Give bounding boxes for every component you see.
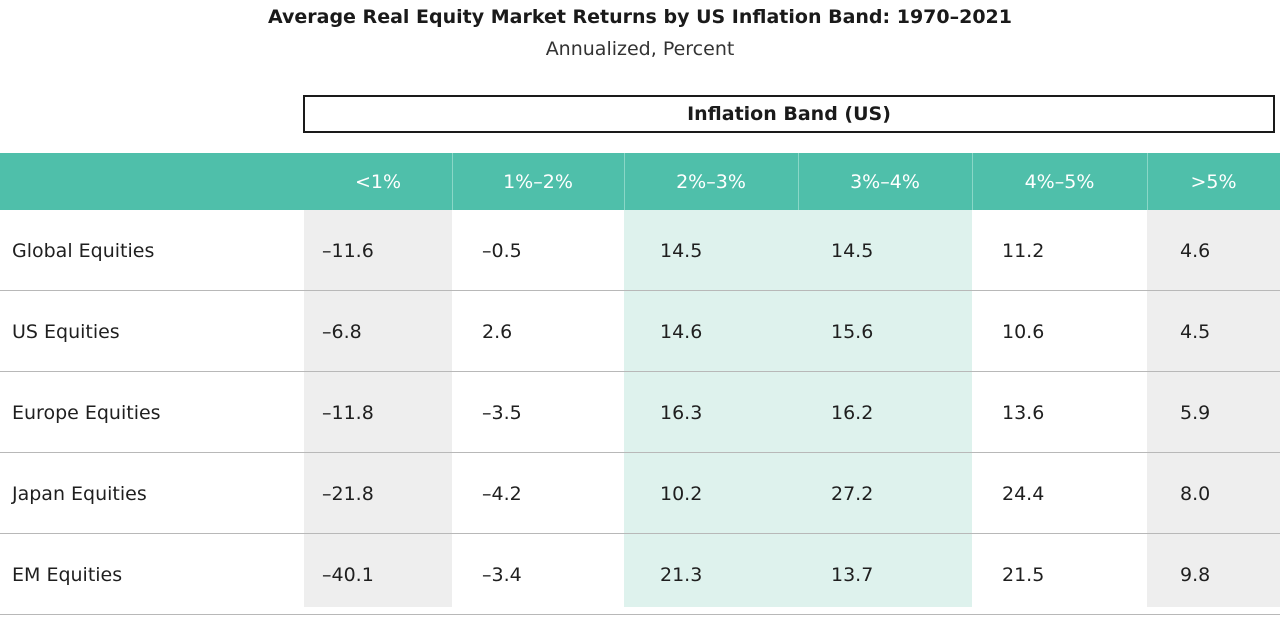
row-divider <box>0 371 1280 372</box>
table-cell: 11.2 <box>1002 239 1045 262</box>
table-cell: –6.8 <box>322 320 362 343</box>
table-cell: –21.8 <box>322 482 374 505</box>
table-cell: 15.6 <box>831 320 874 343</box>
group-header: Inflation Band (US) <box>303 95 1275 133</box>
column-shade <box>798 210 972 607</box>
table-cell: –11.8 <box>322 401 374 424</box>
chart-title: Average Real Equity Market Returns by US… <box>267 6 1013 28</box>
table-cell: 13.6 <box>1002 401 1045 424</box>
column-header: 3%–4% <box>850 170 920 193</box>
column-shade <box>304 210 452 607</box>
column-header-separator <box>972 153 973 210</box>
table-cell: –3.4 <box>482 563 522 586</box>
table-cell: 14.5 <box>660 239 703 262</box>
table-cell: 21.3 <box>660 563 703 586</box>
table-cell: 10.6 <box>1002 320 1045 343</box>
column-header-separator <box>1147 153 1148 210</box>
column-shade <box>1147 210 1280 607</box>
row-divider <box>0 533 1280 534</box>
row-label: Japan Equities <box>12 482 147 505</box>
row-label: Europe Equities <box>12 401 161 424</box>
table-cell: –40.1 <box>322 563 374 586</box>
table-cell: 9.8 <box>1180 563 1211 586</box>
table-cell: 24.4 <box>1002 482 1045 505</box>
column-header: 2%–3% <box>676 170 746 193</box>
table-cell: –3.5 <box>482 401 522 424</box>
column-header-row <box>0 153 1280 210</box>
column-header: <1% <box>354 170 402 193</box>
column-header-separator <box>452 153 453 210</box>
table-cell: 21.5 <box>1002 563 1045 586</box>
row-divider <box>0 452 1280 453</box>
row-label: US Equities <box>12 320 120 343</box>
table-cell: 8.0 <box>1180 482 1211 505</box>
table-cell: 16.3 <box>660 401 703 424</box>
table-cell: 2.6 <box>482 320 513 343</box>
table-cell: –4.2 <box>482 482 522 505</box>
column-header: 4%–5% <box>1024 170 1095 193</box>
table-cell: 5.9 <box>1180 401 1211 424</box>
table-cell: 4.6 <box>1180 239 1211 262</box>
table-cell: 13.7 <box>831 563 874 586</box>
table-cell: 27.2 <box>831 482 874 505</box>
table-cell: 16.2 <box>831 401 874 424</box>
column-header: 1%–2% <box>503 170 573 193</box>
table-cell: –0.5 <box>482 239 522 262</box>
chart-subtitle: Annualized, Percent <box>545 38 735 60</box>
table-cell: 4.5 <box>1180 320 1211 343</box>
row-label: Global Equities <box>12 239 155 262</box>
table-cell: 14.5 <box>831 239 874 262</box>
table-cell: 10.2 <box>660 482 703 505</box>
column-header: >5% <box>1190 170 1237 193</box>
column-header-separator <box>798 153 799 210</box>
table-cell: –11.6 <box>322 239 374 262</box>
row-divider <box>0 614 1280 615</box>
row-label: EM Equities <box>12 563 123 586</box>
table-cell: 14.6 <box>660 320 703 343</box>
column-header-separator <box>624 153 625 210</box>
row-divider <box>0 290 1280 291</box>
column-shade <box>624 210 798 607</box>
